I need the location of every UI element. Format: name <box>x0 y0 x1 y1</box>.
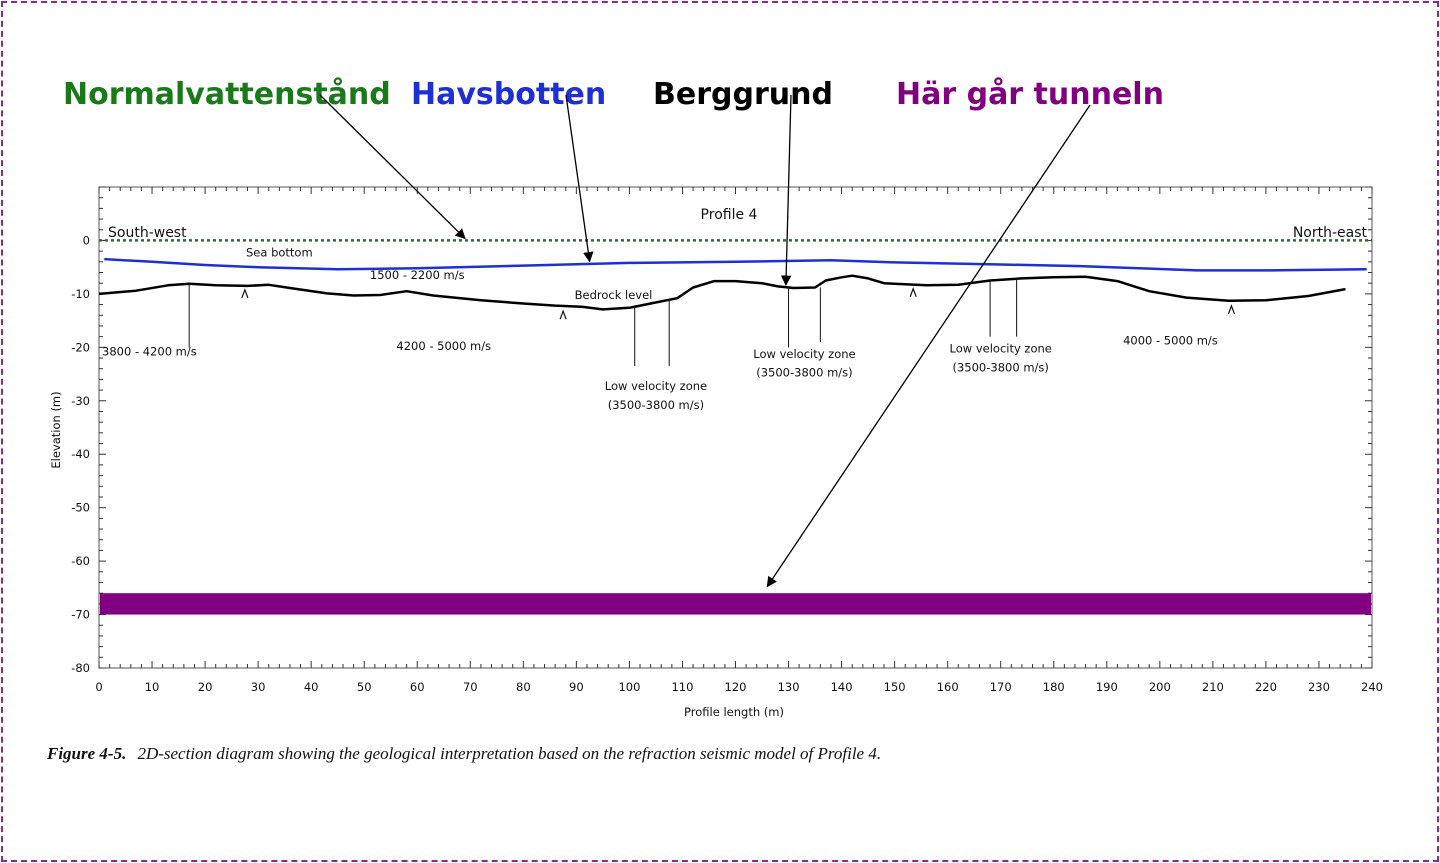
x-tick-label: 40 <box>304 680 319 694</box>
y-tick-label: -60 <box>71 554 90 568</box>
x-tick-label: 100 <box>618 680 640 694</box>
region-label: Low velocity zone <box>605 379 707 393</box>
y-tick-label: -40 <box>71 447 90 461</box>
x-tick-label: 70 <box>463 680 478 694</box>
region-labels-layer: Sea bottom 1500 - 2200 m/s Bedrock level 38… <box>102 245 1218 411</box>
region-label: 4000 - 5000 m/s <box>1123 334 1218 348</box>
x-tick-label: 110 <box>671 680 693 694</box>
x-tick-label: 80 <box>516 680 531 694</box>
x-tick-label: 180 <box>1043 680 1065 694</box>
y-tick-label: 0 <box>83 233 90 247</box>
region-label: Sea bottom <box>246 245 313 259</box>
tunnel-band-layer <box>100 593 1371 615</box>
caption-label: Figure 4-5. <box>46 744 126 763</box>
annotation-arrows <box>319 94 1091 588</box>
region-label: 1500 - 2200 m/s <box>370 268 465 282</box>
annotation-normal-water-label: Normalvattenstånd <box>63 76 391 112</box>
region-label: (3500-3800 m/s) <box>608 398 704 412</box>
x-tick-label: 90 <box>569 680 584 694</box>
corner-label-north-east: North-east <box>1293 225 1368 241</box>
region-label: Bedrock level <box>575 288 653 302</box>
caret-marker <box>909 287 917 297</box>
x-tick-label: 60 <box>410 680 425 694</box>
y-tick-label: -70 <box>71 608 90 622</box>
figure-caption: Figure 4-5. 2D-section diagram showing t… <box>46 744 881 763</box>
x-tick-label: 140 <box>831 680 853 694</box>
x-axis-label: Profile length (m) <box>684 705 784 719</box>
arrow-bedrock <box>780 94 792 286</box>
x-tick-label: 30 <box>251 680 266 694</box>
region-label: (3500-3800 m/s) <box>756 366 852 380</box>
axis-ticks: 0 10 20 30 40 50 60 70 80 90 100 110 120 130 140 150 160… <box>71 186 1383 694</box>
x-tick-label: 190 <box>1096 680 1118 694</box>
corner-label-south-west: South-west <box>108 225 187 241</box>
region-label: 4200 - 5000 m/s <box>396 339 491 353</box>
caret-marker <box>241 288 249 299</box>
chart-title: Profile 4 <box>701 207 758 223</box>
arrow-sea-bottom <box>565 94 594 263</box>
y-tick-label: -20 <box>71 340 90 354</box>
x-tick-label: 20 <box>198 680 213 694</box>
x-tick-label: 220 <box>1255 680 1277 694</box>
zone-markers-layer <box>188 278 1236 367</box>
y-tick-label: -10 <box>71 287 90 301</box>
y-tick-label: -80 <box>71 661 90 675</box>
annotation-bedrock-label: Berggrund <box>653 77 833 112</box>
caret-marker <box>1227 304 1236 315</box>
arrow-normal-water <box>319 94 466 240</box>
tunnel-band <box>100 593 1371 615</box>
caption-text: 2D-section diagram showing the geologica… <box>137 744 881 763</box>
x-tick-label: 210 <box>1202 680 1224 694</box>
y-axis-label: Elevation (m) <box>49 391 63 468</box>
region-label: 3800 - 4200 m/s <box>102 344 197 358</box>
x-tick-label: 200 <box>1149 680 1171 694</box>
series-layer <box>98 239 1372 311</box>
y-tick-label: -50 <box>71 501 90 515</box>
x-tick-label: 10 <box>145 680 160 694</box>
x-tick-label: 120 <box>725 680 747 694</box>
annotation-sea-bottom-label: Havsbotten <box>411 77 606 112</box>
x-tick-label: 160 <box>937 680 959 694</box>
x-tick-label: 130 <box>778 680 800 694</box>
region-label: Low velocity zone <box>753 347 855 361</box>
region-label: Low velocity zone <box>950 342 1052 356</box>
x-tick-label: 150 <box>884 680 906 694</box>
x-tick-label: 170 <box>990 680 1012 694</box>
x-tick-label: 0 <box>95 680 102 694</box>
x-tick-label: 240 <box>1361 680 1383 694</box>
sea-bottom-line <box>104 257 1367 272</box>
x-tick-label: 50 <box>357 680 372 694</box>
arrow-tunnel <box>766 104 1091 588</box>
caret-marker <box>559 309 567 320</box>
bedrock-line <box>98 274 1346 311</box>
region-label: (3500-3800 m/s) <box>953 360 1049 374</box>
annotation-tunnel-label: Här går tunneln <box>896 76 1164 112</box>
x-tick-label: 230 <box>1308 680 1330 694</box>
y-tick-label: -30 <box>71 394 90 408</box>
